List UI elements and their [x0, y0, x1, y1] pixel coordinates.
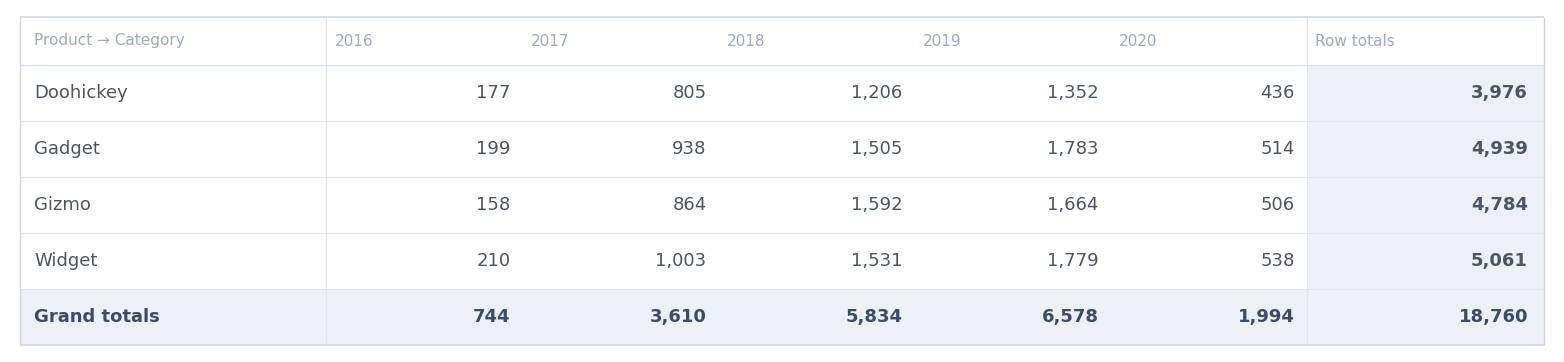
Text: 177: 177	[475, 84, 510, 102]
Bar	[20, 121, 1544, 177]
Text: 2017: 2017	[530, 34, 569, 49]
Bar	[1306, 233, 1544, 289]
Text: Row totals: Row totals	[1315, 34, 1395, 49]
Text: 514: 514	[1261, 140, 1295, 158]
Text: 4,784: 4,784	[1472, 196, 1528, 214]
Text: 3,976: 3,976	[1472, 84, 1528, 102]
Text: 5,061: 5,061	[1472, 252, 1528, 270]
Text: Widget: Widget	[34, 252, 97, 270]
Text: 805: 805	[673, 84, 707, 102]
Text: 2016: 2016	[335, 34, 374, 49]
Text: 538: 538	[1261, 252, 1295, 270]
Text: 506: 506	[1261, 196, 1295, 214]
Text: 2020: 2020	[1118, 34, 1157, 49]
Text: 158: 158	[475, 196, 510, 214]
Text: 2019: 2019	[923, 34, 962, 49]
Bar	[1306, 65, 1544, 121]
Text: 744: 744	[472, 308, 510, 326]
Text: 1,994: 1,994	[1237, 308, 1295, 326]
Text: 3,610: 3,610	[649, 308, 707, 326]
Text: 1,779: 1,779	[1046, 252, 1098, 270]
Text: 1,505: 1,505	[851, 140, 902, 158]
Text: Product → Category: Product → Category	[34, 34, 185, 49]
Bar	[20, 65, 1544, 121]
Text: 199: 199	[475, 140, 510, 158]
Text: 6,578: 6,578	[1042, 308, 1098, 326]
Text: 2018: 2018	[727, 34, 765, 49]
Bar	[20, 177, 1544, 233]
Text: 1,783: 1,783	[1046, 140, 1098, 158]
Text: 1,352: 1,352	[1046, 84, 1098, 102]
Bar	[20, 289, 1544, 345]
Bar	[20, 233, 1544, 289]
Bar	[1306, 121, 1544, 177]
Text: 436: 436	[1261, 84, 1295, 102]
Text: 5,834: 5,834	[846, 308, 902, 326]
Text: 1,664: 1,664	[1048, 196, 1098, 214]
Text: 938: 938	[673, 140, 707, 158]
Text: 1,592: 1,592	[851, 196, 902, 214]
Text: 210: 210	[477, 252, 510, 270]
Text: 1,531: 1,531	[851, 252, 902, 270]
Text: 4,939: 4,939	[1472, 140, 1528, 158]
Text: 1,003: 1,003	[655, 252, 707, 270]
Text: 18,760: 18,760	[1459, 308, 1528, 326]
Text: 1,206: 1,206	[851, 84, 902, 102]
Text: Gadget: Gadget	[34, 140, 100, 158]
Text: Grand totals: Grand totals	[34, 308, 160, 326]
Text: Doohickey: Doohickey	[34, 84, 128, 102]
Bar	[1306, 177, 1544, 233]
Text: 864: 864	[673, 196, 707, 214]
Bar	[20, 17, 1544, 65]
Text: Gizmo: Gizmo	[34, 196, 91, 214]
